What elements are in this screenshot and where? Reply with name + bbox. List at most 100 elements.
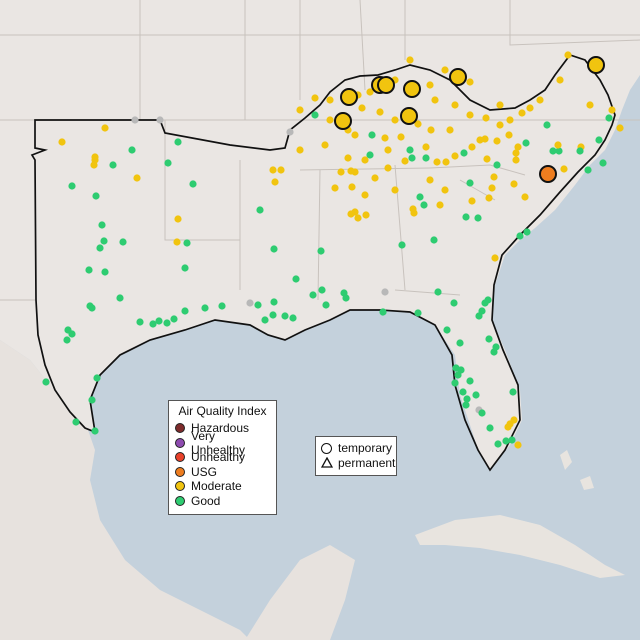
monitor-marker-moderate[interactable]: [427, 126, 435, 134]
temporary-monitor-moderate[interactable]: [449, 68, 467, 86]
monitor-marker-moderate[interactable]: [344, 154, 352, 162]
monitor-marker-moderate[interactable]: [506, 116, 514, 124]
monitor-marker-good[interactable]: [416, 193, 424, 201]
monitor-marker-good[interactable]: [254, 301, 262, 309]
monitor-marker-good[interactable]: [68, 182, 76, 190]
monitor-marker-moderate[interactable]: [391, 186, 399, 194]
monitor-marker-good[interactable]: [63, 336, 71, 344]
monitor-marker-moderate[interactable]: [361, 191, 369, 199]
monitor-marker-good[interactable]: [472, 391, 480, 399]
monitor-marker-good[interactable]: [269, 311, 277, 319]
monitor-marker-moderate[interactable]: [133, 174, 141, 182]
monitor-marker-moderate[interactable]: [510, 180, 518, 188]
monitor-marker-moderate[interactable]: [512, 156, 520, 164]
monitor-marker-good[interactable]: [522, 139, 530, 147]
monitor-marker-moderate[interactable]: [616, 124, 624, 132]
monitor-marker-moderate[interactable]: [366, 88, 374, 96]
monitor-marker-moderate[interactable]: [376, 108, 384, 116]
monitor-marker-moderate[interactable]: [564, 51, 572, 59]
monitor-marker-good[interactable]: [450, 299, 458, 307]
monitor-marker-moderate[interactable]: [351, 168, 359, 176]
monitor-marker-good[interactable]: [366, 151, 374, 159]
monitor-marker-moderate[interactable]: [406, 56, 414, 64]
monitor-marker-good[interactable]: [555, 147, 563, 155]
monitor-marker-good[interactable]: [109, 161, 117, 169]
monitor-marker-moderate[interactable]: [446, 126, 454, 134]
monitor-marker-moderate[interactable]: [173, 238, 181, 246]
monitor-marker-good[interactable]: [189, 180, 197, 188]
monitor-marker-good[interactable]: [516, 232, 524, 240]
monitor-marker-moderate[interactable]: [391, 116, 399, 124]
monitor-marker-moderate[interactable]: [347, 210, 355, 218]
monitor-marker-good[interactable]: [398, 241, 406, 249]
monitor-marker-good[interactable]: [100, 237, 108, 245]
monitor-marker-good[interactable]: [42, 378, 50, 386]
monitor-marker-moderate[interactable]: [269, 166, 277, 174]
monitor-marker-good[interactable]: [443, 326, 451, 334]
temporary-monitor-moderate[interactable]: [334, 112, 352, 130]
monitor-marker-good[interactable]: [406, 146, 414, 154]
monitor-marker-moderate[interactable]: [277, 166, 285, 174]
monitor-marker-moderate[interactable]: [397, 133, 405, 141]
monitor-marker-good[interactable]: [201, 304, 209, 312]
monitor-marker-good[interactable]: [98, 221, 106, 229]
monitor-marker-good[interactable]: [256, 206, 264, 214]
monitor-marker-good[interactable]: [88, 304, 96, 312]
monitor-marker-moderate[interactable]: [491, 254, 499, 262]
monitor-marker-good[interactable]: [68, 330, 76, 338]
monitor-marker-moderate[interactable]: [556, 76, 564, 84]
monitor-marker-moderate[interactable]: [514, 441, 522, 449]
monitor-marker-moderate[interactable]: [493, 137, 501, 145]
temporary-monitor-moderate[interactable]: [377, 76, 395, 94]
monitor-marker-no-data[interactable]: [381, 288, 389, 296]
monitor-marker-good[interactable]: [462, 401, 470, 409]
monitor-marker-moderate[interactable]: [348, 183, 356, 191]
monitor-marker-good[interactable]: [460, 149, 468, 157]
monitor-marker-good[interactable]: [270, 245, 278, 253]
monitor-marker-good[interactable]: [91, 427, 99, 435]
monitor-marker-moderate[interactable]: [476, 136, 484, 144]
monitor-marker-moderate[interactable]: [468, 197, 476, 205]
monitor-marker-moderate[interactable]: [296, 106, 304, 114]
monitor-marker-moderate[interactable]: [351, 131, 359, 139]
temporary-monitor-usg[interactable]: [539, 165, 557, 183]
monitor-marker-good[interactable]: [420, 201, 428, 209]
monitor-marker-good[interactable]: [119, 238, 127, 246]
monitor-marker-good[interactable]: [414, 309, 422, 317]
monitor-marker-good[interactable]: [456, 339, 464, 347]
monitor-marker-good[interactable]: [484, 296, 492, 304]
monitor-marker-good[interactable]: [605, 114, 613, 122]
monitor-marker-moderate[interactable]: [90, 161, 98, 169]
monitor-marker-moderate[interactable]: [554, 141, 562, 149]
monitor-marker-good[interactable]: [368, 131, 376, 139]
monitor-marker-moderate[interactable]: [426, 176, 434, 184]
monitor-marker-moderate[interactable]: [560, 165, 568, 173]
monitor-marker-good[interactable]: [584, 166, 592, 174]
monitor-marker-moderate[interactable]: [441, 186, 449, 194]
monitor-marker-no-data[interactable]: [131, 116, 139, 124]
monitor-marker-good[interactable]: [342, 294, 350, 302]
temporary-monitor-moderate[interactable]: [587, 56, 605, 74]
monitor-marker-good[interactable]: [430, 236, 438, 244]
monitor-marker-moderate[interactable]: [436, 201, 444, 209]
monitor-marker-moderate[interactable]: [422, 143, 430, 151]
monitor-marker-good[interactable]: [486, 424, 494, 432]
monitor-marker-good[interactable]: [466, 179, 474, 187]
monitor-marker-good[interactable]: [101, 268, 109, 276]
monitor-marker-no-data[interactable]: [156, 116, 164, 124]
monitor-marker-good[interactable]: [309, 291, 317, 299]
monitor-marker-moderate[interactable]: [451, 101, 459, 109]
monitor-marker-good[interactable]: [116, 294, 124, 302]
monitor-marker-moderate[interactable]: [91, 153, 99, 161]
monitor-marker-good[interactable]: [72, 418, 80, 426]
monitor-marker-moderate[interactable]: [490, 173, 498, 181]
monitor-marker-moderate[interactable]: [174, 215, 182, 223]
monitor-marker-good[interactable]: [174, 138, 182, 146]
monitor-marker-good[interactable]: [136, 318, 144, 326]
monitor-marker-good[interactable]: [408, 154, 416, 162]
monitor-marker-moderate[interactable]: [451, 152, 459, 160]
monitor-marker-moderate[interactable]: [58, 138, 66, 146]
monitor-marker-moderate[interactable]: [496, 121, 504, 129]
monitor-marker-moderate[interactable]: [442, 158, 450, 166]
